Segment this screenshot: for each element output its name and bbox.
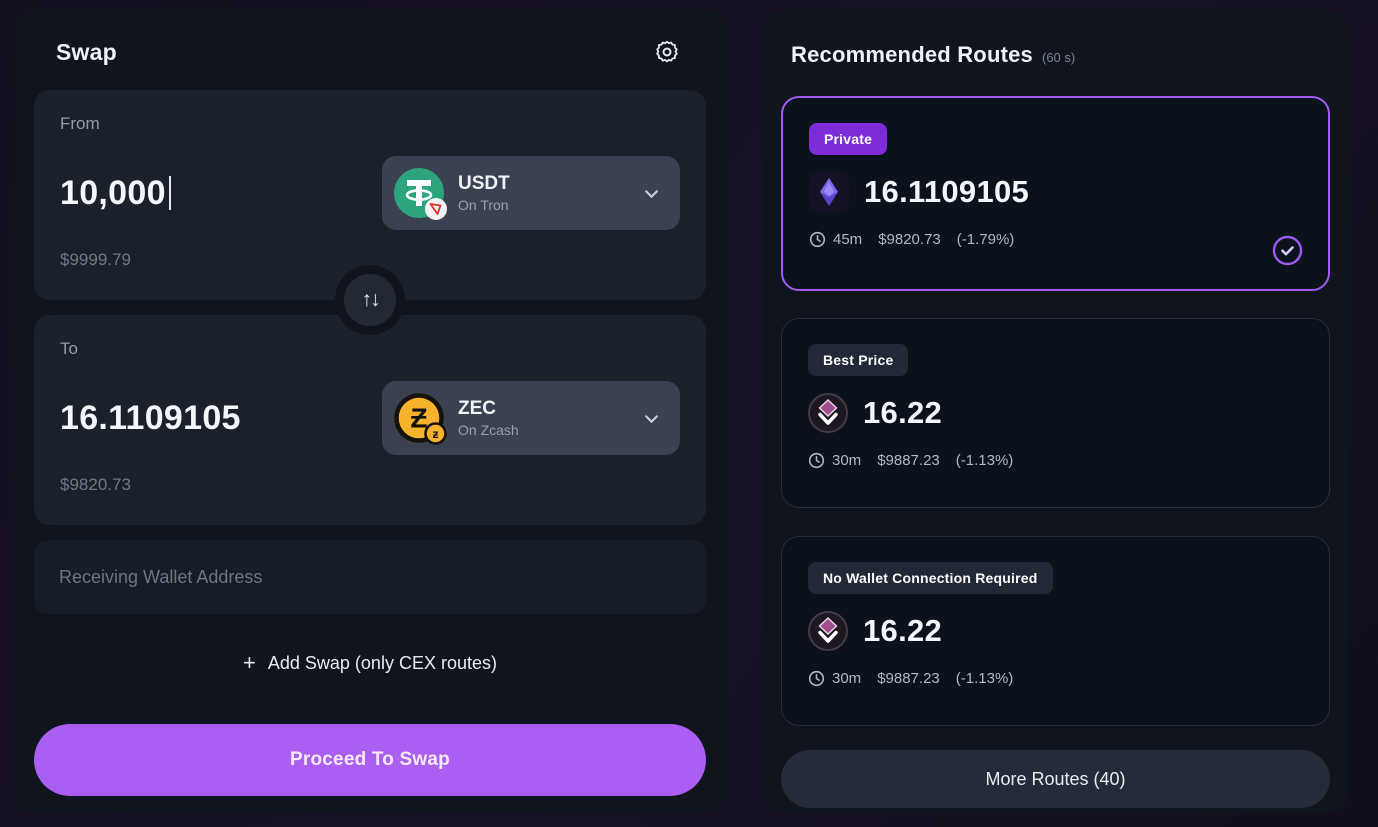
usdt-token-icon (394, 168, 447, 220)
route-usd: $9820.73 (878, 231, 941, 248)
route-meta: 30m $9887.23 (-1.13%) (808, 670, 1303, 687)
to-label: To (60, 339, 78, 358)
clock-icon (808, 452, 825, 469)
exchange-route-icon (808, 393, 848, 433)
to-usd-value: $9820.73 (60, 475, 131, 494)
svg-text:Ƶ: Ƶ (410, 403, 427, 434)
svg-text:ƶ: ƶ (433, 427, 439, 441)
swap-panel-header: Swap (34, 8, 706, 90)
wallet-address-field (34, 540, 706, 614)
chevron-down-icon (643, 410, 660, 427)
to-token-selector[interactable]: Ƶ ƶ ZEC On Zcash (382, 381, 680, 455)
route-meta: 45m $9820.73 (-1.79%) (809, 231, 1302, 248)
route-card-private[interactable]: Private 16.1109105 45m (781, 96, 1330, 291)
to-card: To 16.1109105 Ƶ ƶ (34, 315, 706, 525)
tron-network-badge-icon (425, 198, 447, 220)
swap-direction-button[interactable]: ↑↓ (344, 274, 396, 326)
wallet-address-input[interactable] (59, 566, 681, 588)
from-token-symbol: USDT (458, 173, 510, 195)
routes-title: Recommended Routes (791, 42, 1033, 67)
route-impact: (-1.13%) (955, 670, 1014, 687)
route-amount: 16.22 (863, 395, 943, 430)
private-route-icon (809, 172, 849, 212)
route-amount: 16.22 (863, 613, 943, 648)
swap-arrows-icon: ↑↓ (361, 288, 381, 311)
route-duration: 45m (833, 231, 863, 248)
gear-icon (654, 39, 680, 65)
text-caret (168, 175, 171, 210)
routes-refresh-hint: (60 s) (1041, 50, 1076, 65)
routes-panel: Recommended Routes (60 s) Private 16.110… (763, 8, 1348, 814)
selected-check-icon (1272, 235, 1303, 266)
chevron-down-icon (643, 185, 660, 202)
proceed-to-swap-button[interactable]: Proceed To Swap (34, 724, 706, 796)
settings-button[interactable] (650, 35, 684, 69)
route-duration: 30m (832, 670, 862, 687)
route-impact: (-1.13%) (955, 452, 1014, 469)
clock-icon (809, 231, 826, 248)
plus-icon: + (243, 650, 256, 675)
route-card-no-wallet[interactable]: No Wallet Connection Required 16.22 30 (781, 536, 1330, 726)
routes-header: Recommended Routes (60 s) (781, 8, 1330, 88)
from-token-network: On Tron (458, 196, 509, 213)
to-token-network: On Zcash (458, 421, 519, 438)
clock-icon (808, 670, 825, 687)
zec-token-icon: Ƶ ƶ (394, 393, 447, 445)
route-meta: 30m $9887.23 (-1.13%) (808, 452, 1303, 469)
from-token-selector[interactable]: USDT On Tron (382, 156, 680, 230)
to-amount: 16.1109105 (60, 398, 241, 437)
swap-io-stack: From 10,000 (34, 90, 706, 525)
exchange-route-icon (808, 611, 848, 651)
from-card: From 10,000 (34, 90, 706, 300)
route-usd: $9887.23 (877, 452, 940, 469)
route-badge: No Wallet Connection Required (808, 562, 1053, 594)
to-token-symbol: ZEC (458, 398, 496, 420)
route-badge: Private (809, 123, 888, 155)
route-amount: 16.1109105 (864, 174, 1030, 209)
route-usd: $9887.23 (877, 670, 940, 687)
from-label: From (60, 114, 100, 133)
swap-panel: Swap From 10,000 (14, 8, 726, 814)
route-impact: (-1.79%) (956, 231, 1015, 248)
add-swap-label: Add Swap (only CEX routes) (267, 652, 497, 673)
route-badge: Best Price (808, 344, 909, 376)
add-swap-button[interactable]: + Add Swap (only CEX routes) (34, 626, 706, 700)
route-card-best-price[interactable]: Best Price 16.22 30m (781, 318, 1330, 508)
zcash-network-badge-icon: ƶ (424, 422, 447, 445)
swap-title: Swap (56, 38, 117, 65)
route-duration: 30m (832, 452, 862, 469)
from-amount-input[interactable]: 10,000 (60, 174, 171, 213)
from-usd-value: $9999.79 (60, 250, 131, 269)
more-routes-button[interactable]: More Routes (40) (781, 750, 1330, 808)
